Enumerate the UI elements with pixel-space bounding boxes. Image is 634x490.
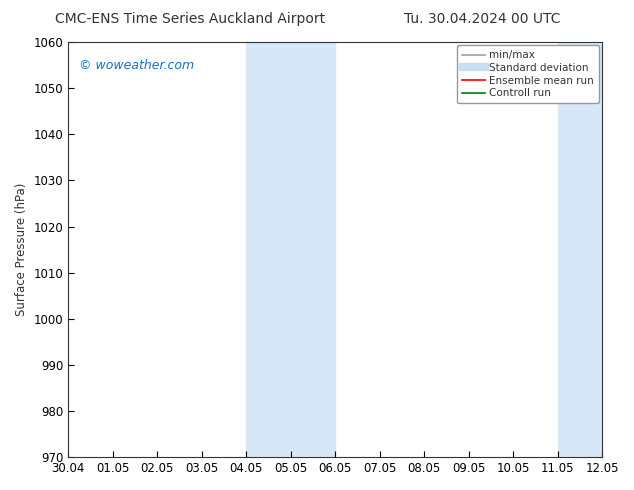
Text: © woweather.com: © woweather.com [79, 59, 194, 72]
Bar [558, 42, 602, 457]
Bar [246, 42, 335, 457]
Legend: min/max, Standard deviation, Ensemble mean run, Controll run: min/max, Standard deviation, Ensemble me… [457, 45, 599, 103]
Text: Tu. 30.04.2024 00 UTC: Tu. 30.04.2024 00 UTC [404, 12, 560, 26]
Y-axis label: Surface Pressure (hPa): Surface Pressure (hPa) [15, 183, 28, 316]
Text: CMC-ENS Time Series Auckland Airport: CMC-ENS Time Series Auckland Airport [55, 12, 325, 26]
